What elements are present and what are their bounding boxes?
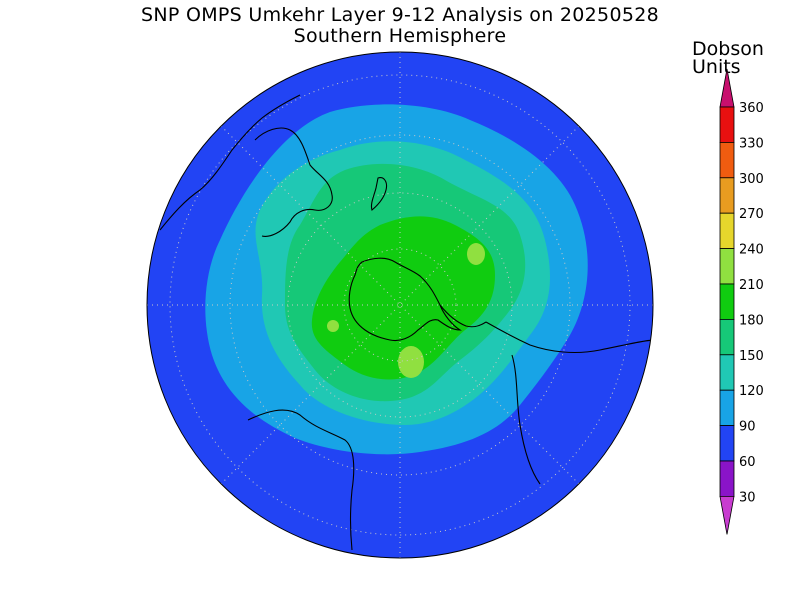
colorbar-band xyxy=(719,141,735,179)
coastline-antarctica xyxy=(348,257,462,342)
coastline-africa xyxy=(247,409,355,551)
colorbar-band xyxy=(719,106,735,143)
ozone-field xyxy=(147,52,653,558)
colorbar-tick-label: 300 xyxy=(739,172,764,187)
band-210-240-pocket-1 xyxy=(467,243,485,265)
units-line-1: Dobson xyxy=(692,38,764,60)
map-border xyxy=(146,51,654,559)
units-line-2: Units xyxy=(692,56,741,78)
colorbar: 360 330 300 270 240 210 180 150 120 90 60 30 xyxy=(719,68,764,535)
colorbar-top-arrow xyxy=(719,68,735,108)
coastline-new-zealand xyxy=(370,177,388,211)
colorbar-band xyxy=(719,460,735,497)
map-title: SNP OMPS Umkehr Layer 9-12 Analysis on 2… xyxy=(140,4,659,26)
coastline-australia xyxy=(254,127,333,237)
colorbar-tick-label: 330 xyxy=(739,136,764,151)
colorbar-tick-label: 150 xyxy=(739,349,764,364)
colorbar-units-label: Dobson Units xyxy=(692,38,764,78)
colorbar-tick-label: 120 xyxy=(739,384,764,399)
colorbar-band xyxy=(719,248,735,285)
colorbar-tick-label: 180 xyxy=(739,313,764,328)
colorbar-tick-label: 270 xyxy=(739,207,764,222)
colorbar-band xyxy=(719,177,735,214)
colorbar-band xyxy=(719,318,735,356)
colorbar-tick-label: 240 xyxy=(739,243,764,258)
colorbar-tick-label: 90 xyxy=(739,420,756,435)
coastline-south-america-2 xyxy=(511,354,541,485)
coastline-maritime-continent xyxy=(159,94,301,231)
coastlines xyxy=(159,94,653,551)
colorbar-band xyxy=(719,425,735,462)
colorbar-tick-label: 360 xyxy=(739,101,764,116)
map-subtitle: Southern Hemisphere xyxy=(293,25,507,47)
colorbar-tick-label: 30 xyxy=(739,490,756,505)
colorbar-bottom-arrow xyxy=(719,495,735,535)
coastline-south-america xyxy=(485,321,653,354)
graticule xyxy=(147,52,653,558)
band-180-210 xyxy=(311,216,495,380)
colorbar-tick-label: 60 xyxy=(739,455,756,470)
colorbar-band xyxy=(719,212,735,249)
band-210-240-pocket-2 xyxy=(398,346,424,378)
colorbar-band xyxy=(719,283,735,320)
coastline-antarctic-peninsula xyxy=(439,304,487,328)
colorbar-band xyxy=(719,354,735,391)
colorbar-tick-label: 210 xyxy=(739,278,764,293)
band-210-240-pocket-3 xyxy=(327,320,339,332)
colorbar-band xyxy=(719,389,735,427)
